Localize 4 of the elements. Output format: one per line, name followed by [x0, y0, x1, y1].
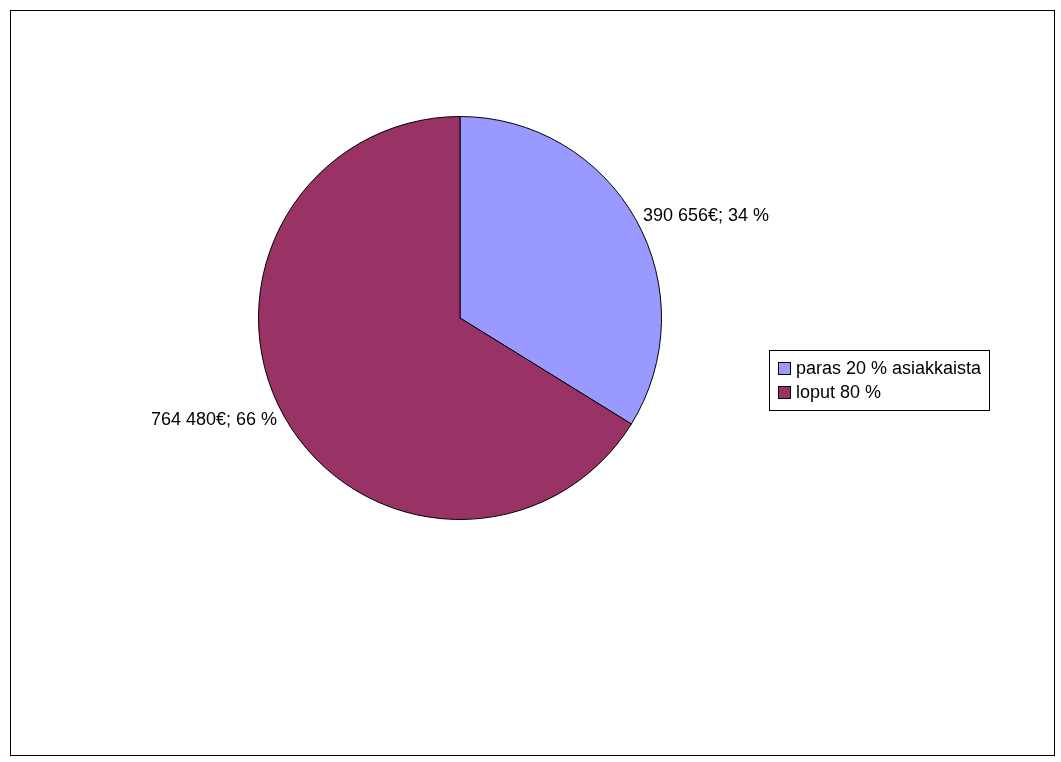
data-label: 390 656€; 34 % [643, 205, 770, 225]
legend-label: loput 80 % [796, 382, 882, 403]
legend-label: paras 20 % asiakkaista [796, 358, 982, 379]
data-label: 764 480€; 66 % [150, 408, 277, 429]
